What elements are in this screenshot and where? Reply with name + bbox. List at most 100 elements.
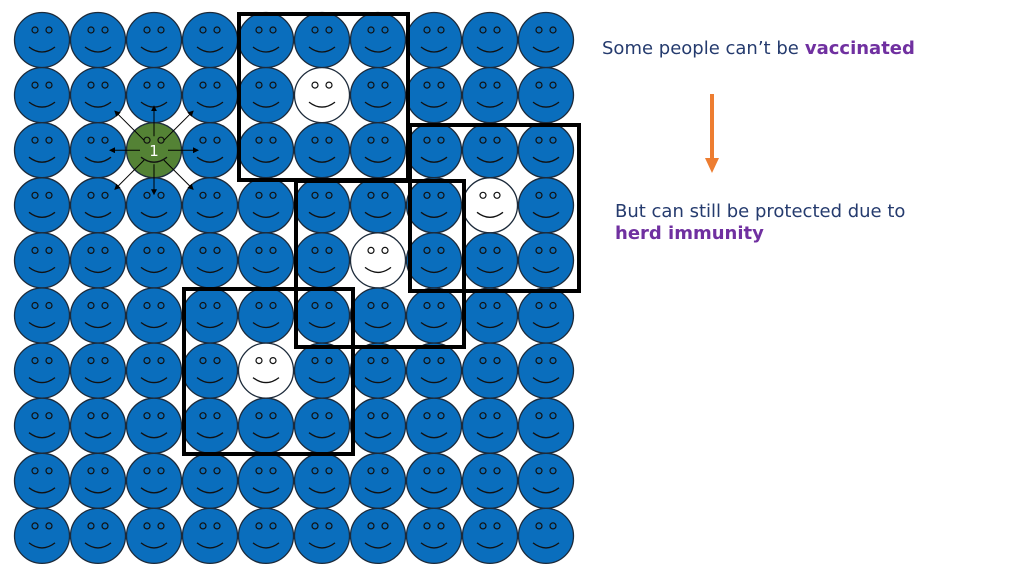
- face-eye: [479, 81, 487, 89]
- face-mouth: [308, 101, 336, 108]
- face-eye: [437, 26, 445, 34]
- face-eye: [381, 522, 389, 530]
- face-mouth: [140, 487, 168, 494]
- face-head: [13, 177, 71, 234]
- face: [517, 122, 575, 179]
- face-eye: [255, 246, 263, 254]
- face-head: [69, 177, 127, 234]
- face-eye: [493, 136, 501, 144]
- face-head: [405, 122, 463, 179]
- face-head: [237, 397, 295, 454]
- face-eye: [479, 246, 487, 254]
- face-eye: [199, 357, 207, 365]
- face-eye: [549, 357, 557, 365]
- face-head: [405, 11, 463, 69]
- face-mouth: [420, 156, 448, 163]
- face-mouth: [420, 321, 448, 329]
- face: [405, 287, 463, 344]
- face-mouth: [308, 487, 336, 494]
- face-head: [125, 397, 183, 454]
- face-head: [125, 452, 183, 509]
- face-head: [349, 452, 407, 509]
- face-eye: [143, 357, 151, 365]
- face-head: [517, 452, 575, 509]
- face-head: [237, 452, 295, 509]
- face: [405, 232, 463, 289]
- face-eye: [493, 81, 501, 89]
- face-mouth: [476, 46, 504, 53]
- face-mouth: [308, 211, 336, 218]
- face: [13, 452, 71, 509]
- face-head: [293, 232, 351, 289]
- face-head: [293, 66, 351, 124]
- face-eye: [535, 522, 543, 530]
- face-head: [181, 177, 239, 234]
- face: [349, 397, 407, 454]
- face-eye: [325, 81, 333, 89]
- face-head: [69, 287, 127, 344]
- face: [293, 11, 351, 69]
- face-eye: [269, 467, 277, 475]
- infected-label: 1: [149, 142, 159, 160]
- face-mouth: [420, 211, 448, 218]
- face-eye: [87, 246, 95, 254]
- face: [461, 122, 519, 179]
- face-eye: [87, 467, 95, 475]
- face-head: [517, 507, 575, 565]
- face-eye: [255, 522, 263, 530]
- face-eye: [325, 136, 333, 144]
- face: [69, 11, 127, 69]
- face-mouth: [84, 46, 112, 53]
- face-eye: [45, 357, 53, 365]
- face-eye: [423, 81, 431, 89]
- face: [125, 287, 183, 344]
- face: [181, 177, 239, 234]
- spread-arrow: [114, 110, 145, 141]
- face-mouth: [532, 156, 560, 163]
- face-eye: [311, 467, 319, 475]
- face-eye: [269, 136, 277, 144]
- face-mouth: [84, 266, 112, 274]
- face-eye: [31, 412, 39, 420]
- face-mouth: [252, 266, 280, 274]
- face-mouth: [420, 46, 448, 53]
- face-eye: [493, 246, 501, 254]
- face-eye: [381, 467, 389, 475]
- face-head: [125, 287, 183, 344]
- face-eye: [549, 412, 557, 420]
- face-mouth: [252, 432, 280, 439]
- face-mouth: [140, 46, 168, 53]
- face: [69, 342, 127, 399]
- face-eye: [157, 246, 165, 254]
- face: [181, 66, 239, 124]
- face-eye: [199, 246, 207, 254]
- face: [13, 287, 71, 344]
- face-eye: [535, 357, 543, 365]
- face: [293, 452, 351, 509]
- face-eye: [479, 467, 487, 475]
- face-head: [517, 177, 575, 234]
- face-mouth: [308, 542, 336, 549]
- face-head: [349, 122, 407, 179]
- face-eye: [31, 81, 39, 89]
- face-mouth: [420, 542, 448, 549]
- face-head: [293, 507, 351, 565]
- spread-arrow: [163, 159, 194, 190]
- face-eye: [157, 26, 165, 34]
- face: [293, 287, 351, 344]
- box: [408, 123, 581, 293]
- face-head: [405, 177, 463, 234]
- face-head: [405, 397, 463, 454]
- face-mouth: [476, 432, 504, 439]
- face-head: [461, 232, 519, 289]
- face-eye: [423, 191, 431, 199]
- face-eye: [255, 301, 263, 310]
- face-head: [69, 66, 127, 124]
- face-eye: [143, 26, 151, 34]
- face: [69, 452, 127, 509]
- face: [237, 342, 295, 399]
- face-head: [405, 452, 463, 509]
- face-mouth: [196, 46, 224, 53]
- face-mouth: [420, 266, 448, 274]
- face-mouth: [196, 542, 224, 549]
